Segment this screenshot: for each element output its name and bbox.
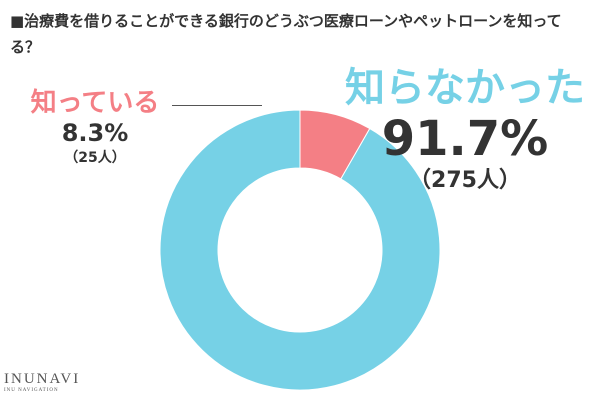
brand-logo-text: INUNAVI xyxy=(4,371,81,387)
slice-unknown xyxy=(159,109,441,391)
chart-title: ■治療費を借りることができる銀行のどうぶつ医療ローンやペットローンを知ってる？ xyxy=(10,12,562,56)
label-unknown-name: 知らなかった xyxy=(345,65,585,111)
label-known-count: （25人） xyxy=(64,150,126,166)
label-unknown-percent: 91.7% xyxy=(381,111,549,167)
brand-logo: INUNAVI INU NAVIGATION xyxy=(4,371,80,394)
brand-logo-sub: INU NAVIGATION xyxy=(4,388,59,393)
label-known: 知っている 8.3% （25人） xyxy=(20,88,170,168)
leader-line xyxy=(172,105,262,106)
label-unknown-count: （275人） xyxy=(409,168,521,193)
label-known-percent: 8.3% xyxy=(61,119,129,147)
label-unknown: 知らなかった 91.7% （275人） xyxy=(340,64,590,196)
label-known-name: 知っている xyxy=(30,88,160,118)
